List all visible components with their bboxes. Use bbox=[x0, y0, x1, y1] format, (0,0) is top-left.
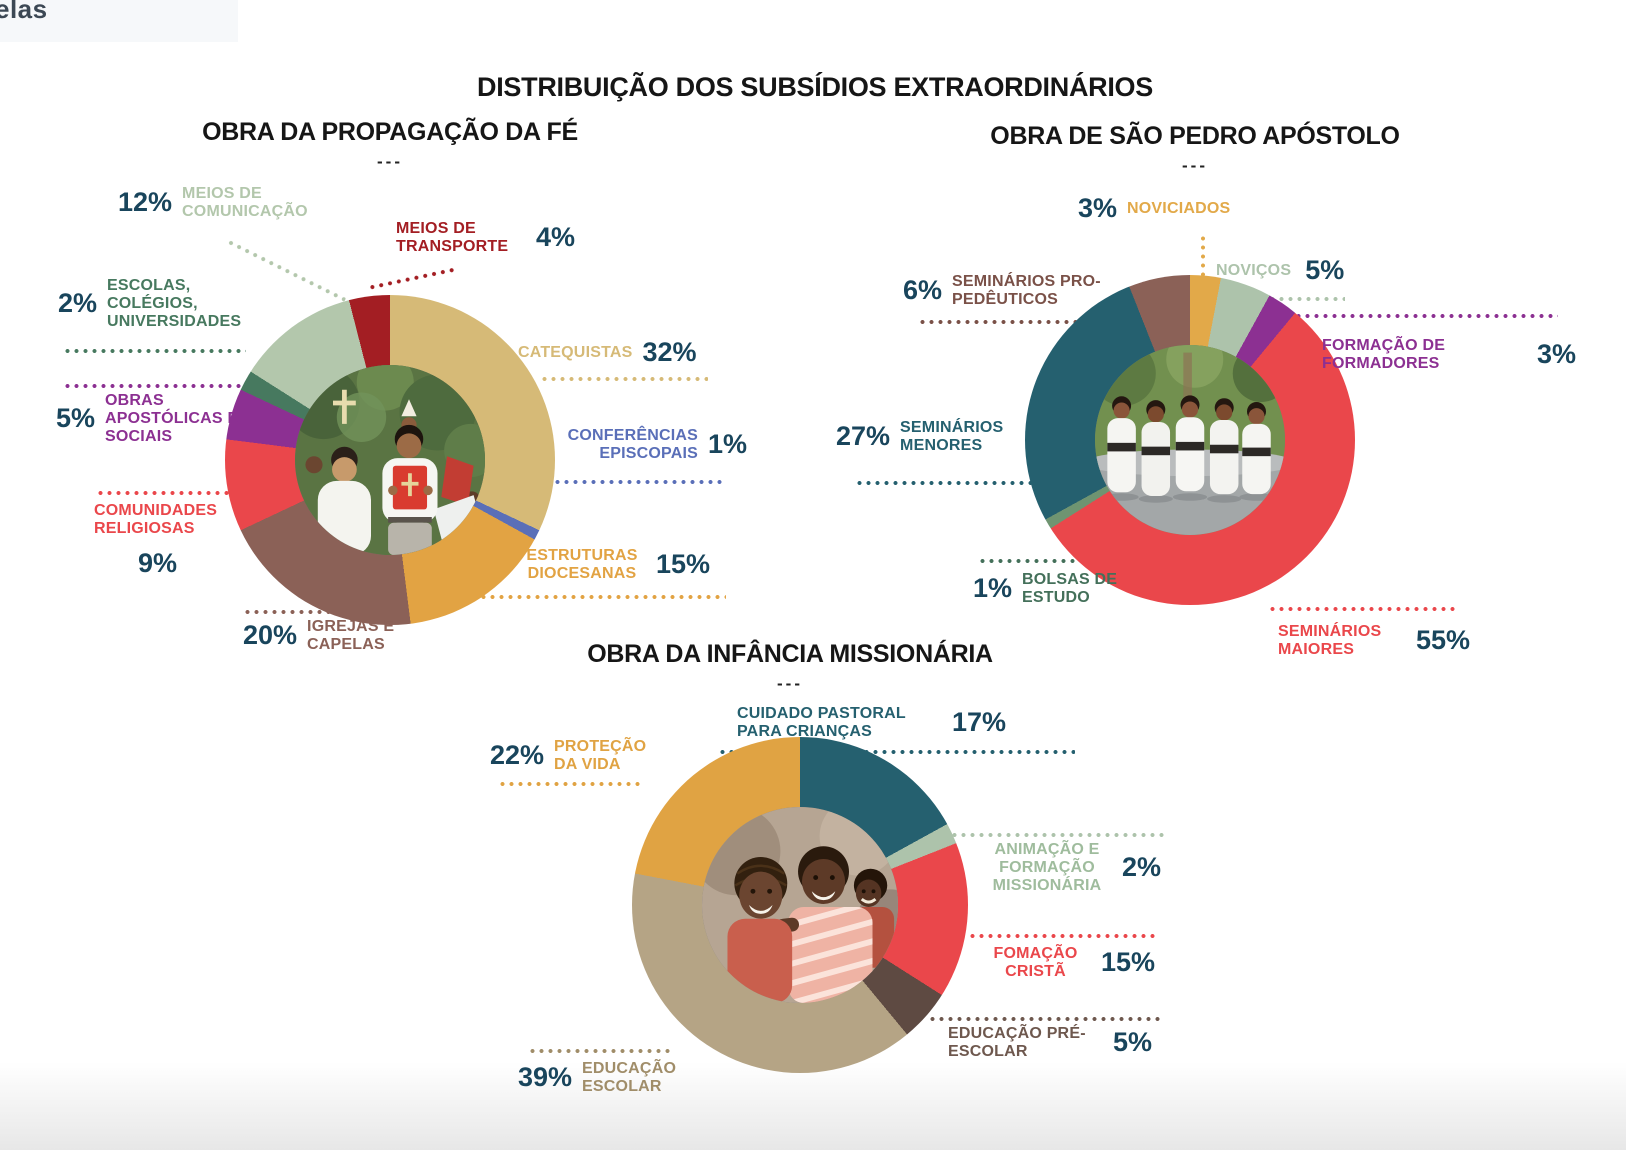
title-divider: --- bbox=[777, 674, 803, 693]
leader-line-fomacao-crista bbox=[968, 934, 1156, 938]
leader-line-pre-escolar bbox=[928, 1017, 1164, 1021]
leader-line-formacao-formadores bbox=[1240, 314, 1558, 318]
label-estruturas: ESTRUTURAS DIOCESANAS 15% bbox=[526, 547, 711, 582]
label-bolsas: 1% BOLSAS DE ESTUDO bbox=[973, 571, 1118, 606]
corner-fragment[interactable]: elas bbox=[0, 0, 238, 42]
leader-line-noviciados bbox=[1201, 234, 1205, 284]
leader-line-escolas bbox=[63, 349, 246, 353]
leader-line-comunidades bbox=[96, 491, 242, 495]
label-fomacao-crista: FOMAÇÃO CRISTÃ 15% bbox=[993, 945, 1156, 980]
label-comunidades: COMUNIDADES RELIGIOSAS bbox=[94, 502, 218, 537]
photo-procession bbox=[295, 365, 485, 555]
page-title: DISTRIBUIÇÃO DOS SUBSÍDIOS EXTRAORDINÁRI… bbox=[477, 72, 1153, 102]
label-pre-escolar: EDUCAÇÃO PRÉ-ESCOLAR 5% bbox=[948, 1025, 1153, 1060]
corner-fragment-text: elas bbox=[0, 0, 48, 24]
leader-line-cuidado-pastoral bbox=[718, 750, 1075, 754]
chart-title-propagacao: OBRA DA PROPAGAÇÃO DA FÉ bbox=[202, 118, 578, 146]
title-divider: --- bbox=[377, 152, 403, 171]
photo-children bbox=[702, 807, 898, 1003]
label-cuidado-pastoral: CUIDADO PASTORAL PARA CRIANÇAS 17% bbox=[737, 705, 1007, 740]
donut-propagacao bbox=[225, 295, 555, 625]
label-conferencias: CONFERÊNCIAS EPISCOPAIS 1% bbox=[567, 427, 748, 462]
leader-line-animacao bbox=[950, 833, 1166, 837]
label-formacao-formadores: FORMAÇÃO DE FORMADORES 3% bbox=[1322, 337, 1577, 372]
label-meios-transporte: MEIOS DE TRANSPORTE 4% bbox=[396, 220, 576, 255]
donut-center-photo bbox=[702, 807, 898, 1003]
leader-line-transporte bbox=[367, 266, 459, 290]
chart-title-sao-pedro: OBRA DE SÃO PEDRO APÓSTOLO bbox=[990, 122, 1400, 150]
donut-center-photo bbox=[1095, 345, 1285, 535]
leader-line-pro-pedeuticos bbox=[918, 320, 1130, 324]
label-igrejas: 20% IGREJAS E CAPELAS bbox=[243, 618, 395, 653]
leader-line-estruturas bbox=[452, 595, 726, 599]
donut-sao-pedro bbox=[1025, 275, 1355, 605]
bottom-fade bbox=[0, 1062, 1626, 1150]
leader-line-seminarios-menores bbox=[855, 481, 1063, 485]
label-obras-apostolicas: 5% OBRAS APOSTÓLICAS E SOCIAIS bbox=[56, 392, 239, 445]
leader-line-catequistas bbox=[540, 377, 708, 381]
photo-seminarians bbox=[1095, 345, 1285, 535]
leader-line-obras bbox=[63, 384, 249, 388]
label-noviciados: 3% NOVICIADOS bbox=[1078, 193, 1231, 223]
chart-title-infancia: OBRA DA INFÂNCIA MISSIONÁRIA bbox=[587, 640, 993, 668]
pct-comunidades: 9% bbox=[138, 548, 178, 578]
label-escolas: 2% ESCOLAS, COLÉGIOS, UNIVERSIDADES bbox=[58, 277, 242, 330]
donut-center-photo bbox=[295, 365, 485, 555]
donut-infancia bbox=[632, 737, 968, 1073]
label-meios-comunicacao: 12% MEIOS DE COMUNICAÇÃO bbox=[118, 185, 308, 220]
label-seminarios-menores: 27% SEMINÁRIOS MENORES bbox=[836, 419, 1004, 454]
label-seminarios-maiores: SEMINÁRIOS MAIORES 55% bbox=[1278, 623, 1471, 658]
leader-line-protecao bbox=[498, 782, 640, 786]
leader-line-seminarios-maiores bbox=[1268, 607, 1458, 611]
leader-line-igrejas bbox=[243, 610, 399, 614]
label-catequistas: CATEQUISTAS 32% bbox=[518, 337, 697, 367]
title-divider: --- bbox=[1182, 156, 1208, 175]
label-novicos: NOVIÇOS 5% bbox=[1216, 255, 1345, 285]
leader-line-conferencias bbox=[553, 480, 725, 484]
label-protecao-vida: 22% PROTEÇÃO DA VIDA bbox=[490, 738, 647, 773]
label-animacao: ANIMAÇÃO E FORMAÇÃO MISSIONÁRIA 2% bbox=[992, 841, 1162, 894]
label-pro-pedeuticos: 6% SEMINÁRIOS PRO-PEDÊUTICOS bbox=[903, 273, 1101, 308]
leader-line-bolsas bbox=[978, 559, 1100, 563]
leader-line-educacao-escolar bbox=[528, 1049, 670, 1053]
label-educacao-escolar: 39% EDUCAÇÃO ESCOLAR bbox=[518, 1060, 677, 1095]
